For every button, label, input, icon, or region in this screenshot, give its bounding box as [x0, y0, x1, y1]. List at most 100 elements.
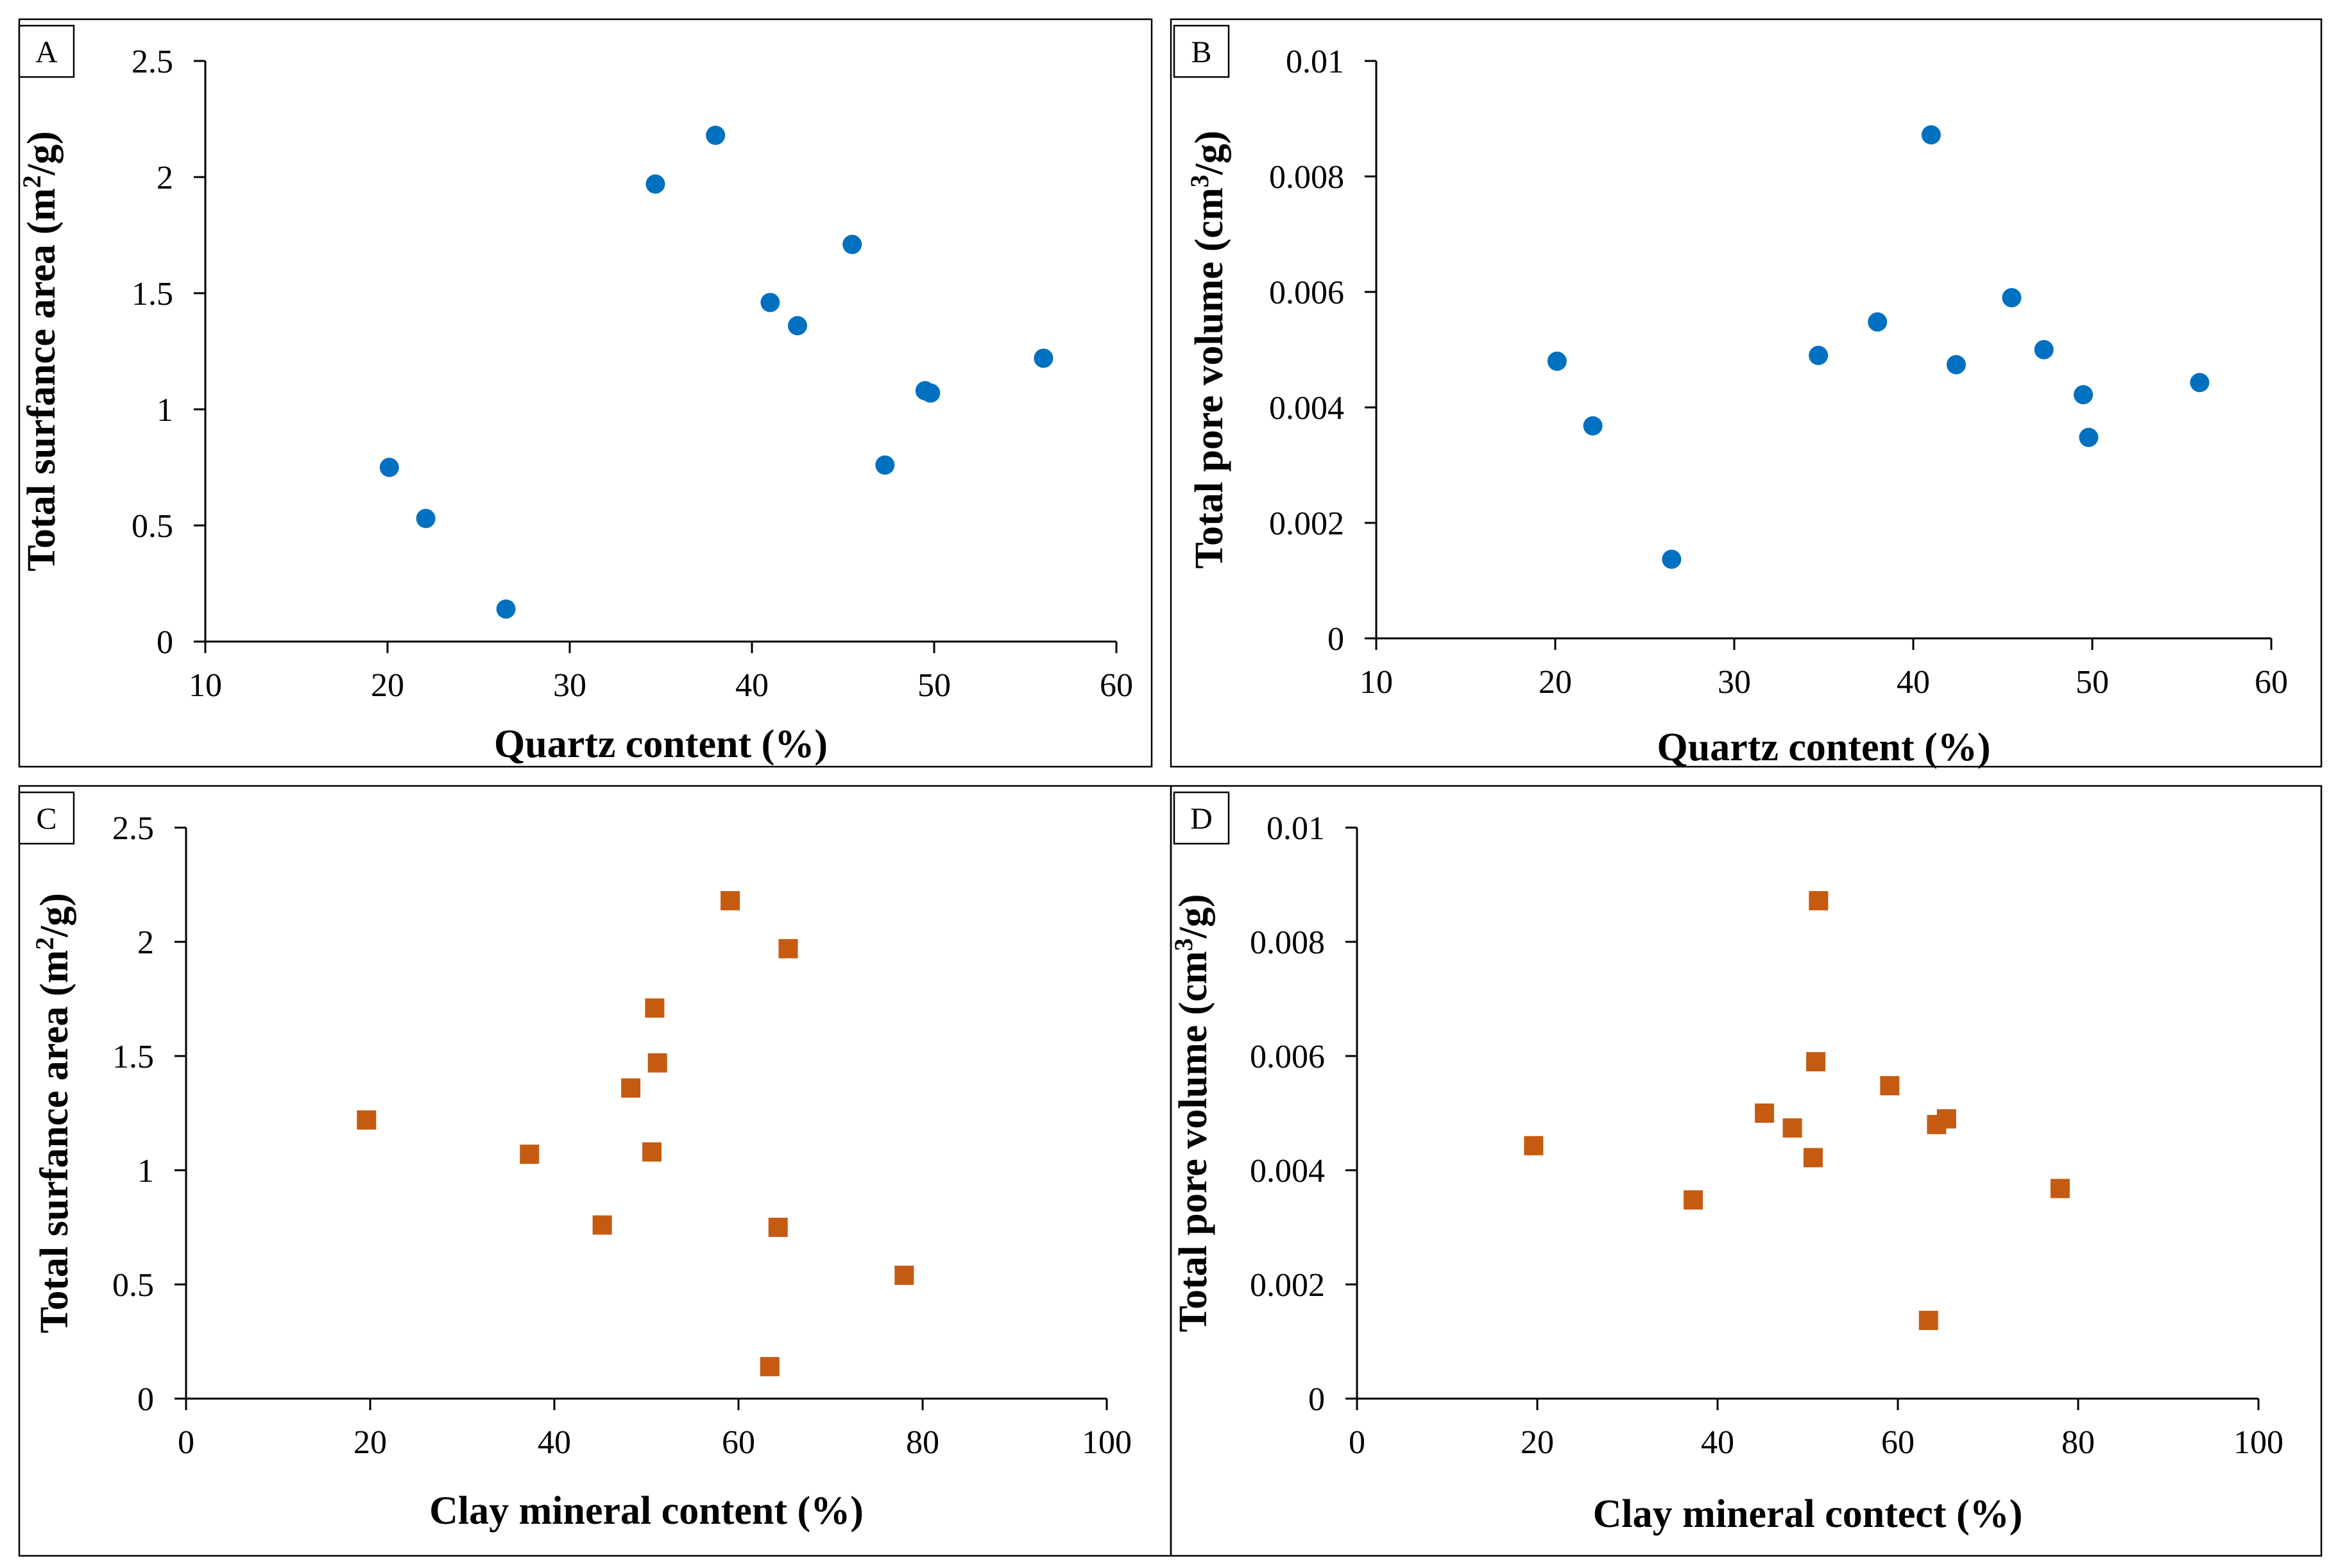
y-axis-title: Total pore volume (cm3/g): [1185, 131, 1232, 569]
x-tick-label: 20: [1539, 664, 1572, 701]
chart-panel-b: B 10 20 30 40 50 60 0 0.002 0.004 0.006 0.008 0.01 Qu…: [1170, 18, 2323, 769]
data-point: [2079, 427, 2099, 447]
panel-frame: [18, 18, 1153, 768]
x-tick-label: 40: [1701, 1424, 1734, 1461]
x-tick-label: 0: [1349, 1424, 1365, 1461]
data-point: [1583, 416, 1603, 436]
data-point: [921, 383, 941, 403]
y-tick-label: 0.01: [1286, 44, 1344, 80]
data-point: [875, 455, 895, 475]
x-tick-label: 60: [1881, 1424, 1915, 1461]
y-tick-label: 0: [157, 624, 173, 661]
x-tick-label: 10: [1360, 664, 1393, 701]
y-tick-label: 0: [1308, 1381, 1325, 1418]
y-tick-label: 2: [137, 925, 154, 961]
y-tick-label: 1.5: [132, 276, 173, 312]
x-tick-label: 30: [1718, 664, 1751, 701]
data-point: [1918, 1311, 1938, 1331]
y-axis-title: Total surfance area (m2/g): [17, 131, 64, 571]
data-point: [721, 891, 740, 910]
data-point: [2190, 373, 2210, 393]
chart-panel-d: D 0 20 40 60 80 100 0 0.002 0.004 0.006 0.008 0.01 Cl…: [1169, 785, 2323, 1557]
chart-panel-c: C 0 20 40 60 80 100 0 0.5 1 1.5 2 2.5 Clay mineral co…: [18, 785, 1172, 1557]
data-point: [1782, 1118, 1802, 1138]
y-tick-label: 0.008: [1269, 159, 1344, 196]
x-tick-label: 20: [371, 667, 404, 704]
y-tick-label: 1: [137, 1153, 154, 1189]
data-point: [768, 1218, 788, 1237]
data-point: [760, 1357, 780, 1377]
y-tick-label: 0.5: [132, 508, 173, 545]
x-tick-label: 100: [2233, 1424, 2283, 1461]
data-point: [842, 234, 862, 254]
chart-panel-a: A 10 20 30 40 50 60 0 0.5 1 1.5 2 2.5 Quartz content …: [17, 18, 1153, 768]
data-point: [520, 1145, 540, 1164]
y-tick-label: 0.01: [1267, 810, 1325, 847]
data-point: [1936, 1109, 1956, 1129]
y-tick-label: 0.006: [1269, 275, 1344, 311]
panel-label-box: [18, 791, 75, 845]
data-point: [2050, 1179, 2070, 1198]
panel-label: A: [35, 35, 58, 69]
data-point: [1921, 125, 1941, 145]
y-tick-label: 0: [137, 1381, 154, 1418]
data-point: [1809, 346, 1829, 365]
x-tick-label: 40: [1897, 664, 1930, 701]
y-tick-label: 1.5: [112, 1039, 154, 1075]
data-point: [416, 509, 436, 529]
y-tick-label: 2: [157, 160, 173, 196]
y-tick-label: 0.004: [1250, 1153, 1325, 1189]
data-point: [1755, 1104, 1775, 1123]
x-tick-label: 100: [1082, 1424, 1132, 1461]
data-point: [1684, 1190, 1703, 1210]
x-tick-label: 60: [2255, 664, 2288, 701]
x-tick-label: 40: [735, 667, 769, 704]
panel-frame: [1170, 18, 2323, 768]
x-tick-label: 10: [189, 667, 222, 704]
x-axis-title: Clay mineral content (%): [429, 1489, 864, 1533]
panel-label-box: [18, 24, 75, 78]
data-point: [1868, 312, 1888, 332]
y-tick-label: 0.006: [1250, 1039, 1325, 1075]
data-point: [1662, 549, 1682, 569]
x-tick-label: 60: [1100, 667, 1133, 704]
panel-label-box: [1173, 24, 1230, 78]
y-axis-title: Total surfance area (m2/g): [30, 893, 77, 1333]
data-point: [1034, 348, 1054, 368]
x-tick-label: 40: [538, 1424, 571, 1461]
y-tick-label: 0.5: [112, 1267, 154, 1304]
data-point: [1880, 1076, 1900, 1096]
y-axis-title: Total pore volume (cm3/g): [1169, 894, 1216, 1333]
data-point: [788, 316, 807, 336]
x-axis-title: Clay mineral contect (%): [1593, 1492, 2023, 1536]
x-tick-label: 20: [1521, 1424, 1554, 1461]
x-tick-label: 20: [354, 1424, 387, 1461]
data-point: [379, 457, 399, 477]
data-point: [894, 1265, 914, 1285]
y-tick-label: 0.004: [1269, 390, 1344, 427]
panel-label: B: [1191, 35, 1211, 69]
panel-label: C: [36, 802, 56, 836]
data-point: [778, 939, 798, 959]
x-axis-title: Quartz content (%): [494, 722, 828, 766]
data-point: [2074, 385, 2094, 405]
data-point: [1809, 891, 1829, 910]
x-tick-label: 0: [178, 1424, 194, 1461]
x-tick-label: 30: [553, 667, 586, 704]
y-tick-label: 0.008: [1250, 925, 1325, 961]
x-axis-title: Quartz content (%): [1657, 726, 1991, 769]
data-point: [642, 1142, 662, 1162]
x-tick-label: 80: [2061, 1424, 2095, 1461]
data-point: [1946, 355, 1966, 375]
data-point: [1806, 1052, 1826, 1071]
data-point: [2002, 288, 2022, 307]
data-point: [1524, 1136, 1544, 1155]
data-point: [1803, 1148, 1823, 1168]
y-tick-label: 2.5: [112, 810, 154, 847]
data-point: [357, 1110, 377, 1130]
y-tick-label: 0.002: [1250, 1267, 1325, 1304]
x-tick-label: 60: [722, 1424, 755, 1461]
data-point: [706, 125, 726, 145]
data-point: [496, 599, 516, 619]
